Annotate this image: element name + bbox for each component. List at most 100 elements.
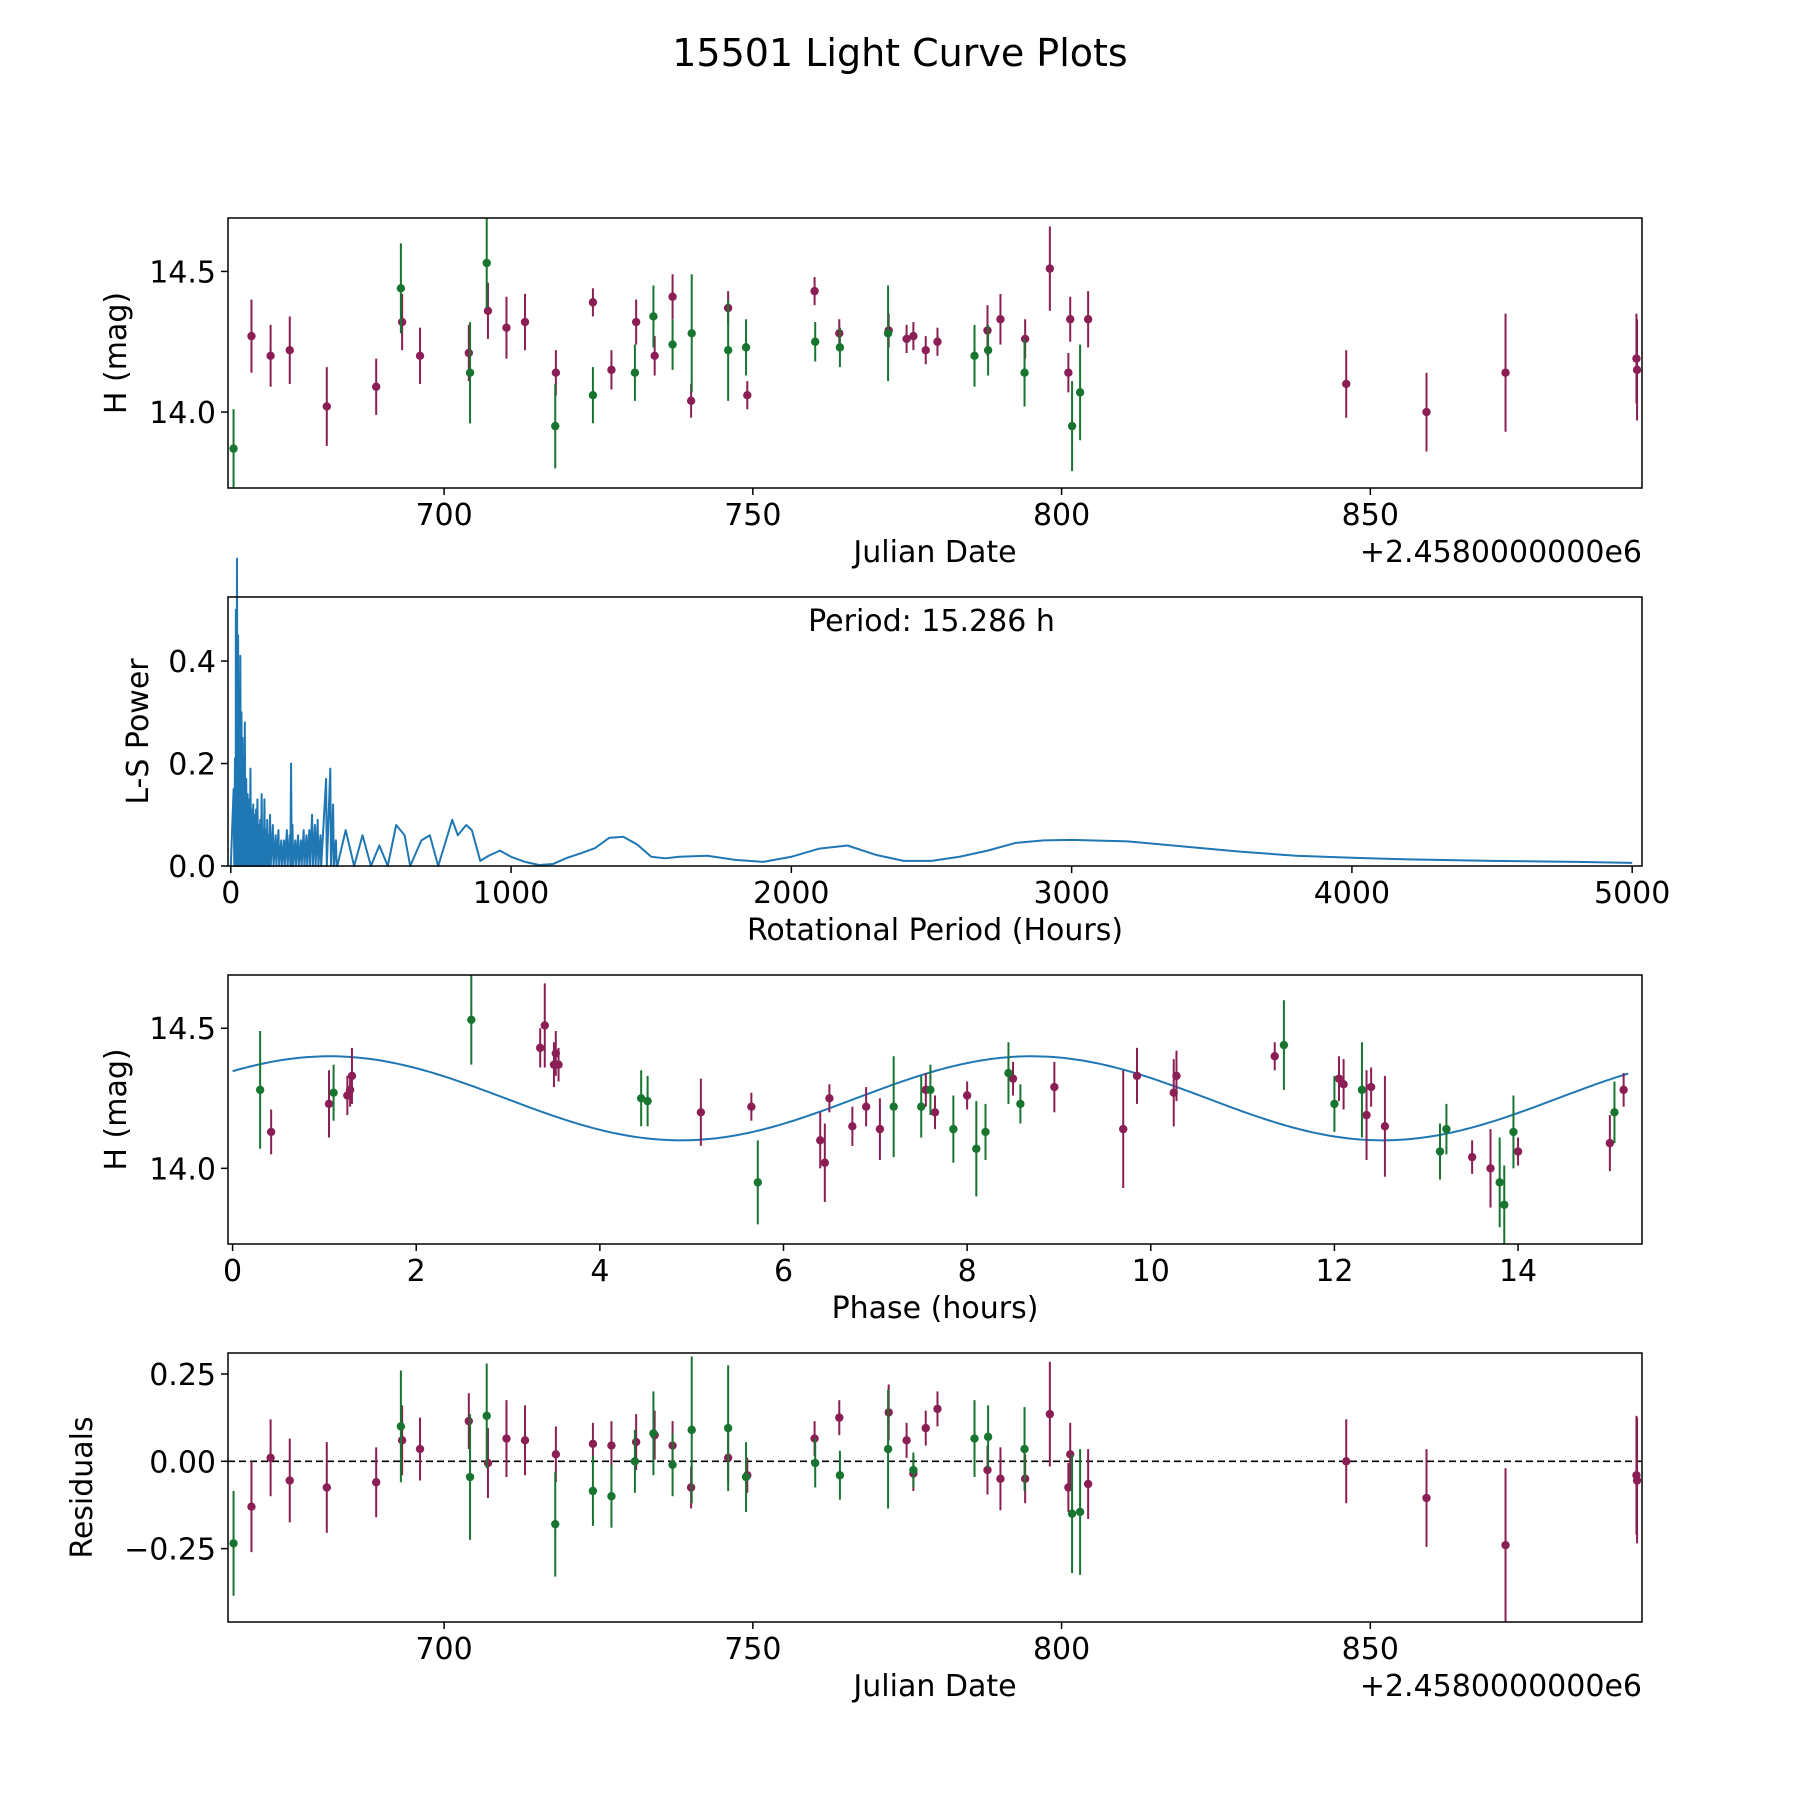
x-offset-text: +2.4580000000e6 [1360, 535, 1642, 570]
period-annotation: Period: 15.286 h [808, 604, 1055, 639]
x-offset-text: +2.4580000000e6 [1360, 1669, 1642, 1704]
purple-data-point [415, 1444, 425, 1454]
x-tick-label: 700 [415, 1632, 472, 1667]
green-data-point [588, 390, 598, 400]
x-tick-label: 8 [958, 1254, 977, 1289]
purple-data-point [1083, 1479, 1093, 1489]
purple-data-point [1380, 1122, 1390, 1131]
green-data-point [1357, 1085, 1367, 1095]
y-tick-label: 14.5 [149, 1012, 216, 1047]
purple-data-point [1342, 379, 1351, 389]
purple-data-point [397, 317, 407, 327]
green-data-point [229, 1539, 238, 1548]
x-tick-label: 3000 [1033, 876, 1109, 911]
purple-data-point [371, 382, 381, 391]
green-data-point [883, 1444, 893, 1454]
purple-data-point [464, 1416, 474, 1426]
resid-axes-frame [227, 1352, 1643, 1623]
purple-data-point [1486, 1164, 1495, 1173]
x-tick-label: 0 [221, 876, 240, 911]
purple-data-point [1066, 315, 1075, 324]
purple-data-point [1132, 1071, 1142, 1081]
green-data-point [465, 368, 475, 377]
green-data-point [649, 312, 658, 321]
figure-title: 15501 Light Curve Plots [672, 31, 1127, 75]
purple-data-point [266, 1127, 276, 1137]
green-data-point [1067, 421, 1077, 431]
green-data-point [588, 1486, 598, 1496]
green-data-point [983, 1432, 993, 1442]
green-data-point [883, 329, 893, 338]
x-tick-label: 12 [1315, 1254, 1353, 1289]
green-data-point [687, 329, 696, 338]
purple-data-point [540, 1021, 549, 1030]
purple-data-point [607, 1441, 616, 1450]
purple-data-point [535, 1043, 545, 1053]
resid-plot-area [228, 1356, 1642, 1622]
green-data-point [972, 1144, 981, 1153]
y-tick-label: 14.0 [149, 396, 216, 431]
purple-data-point [285, 345, 294, 355]
green-data-point [551, 1519, 560, 1529]
purple-data-point [825, 1094, 834, 1103]
purple-data-point [371, 1478, 381, 1487]
purple-data-point [483, 1458, 493, 1468]
x-axis-label: Julian Date [851, 535, 1016, 570]
green-data-point [229, 444, 238, 453]
lc-plot-area [229, 218, 1642, 488]
green-data-point [1610, 1108, 1619, 1117]
x-tick-label: 700 [415, 498, 472, 533]
green-data-point [723, 1423, 733, 1433]
x-tick-label: 4000 [1314, 876, 1390, 911]
y-tick-label: 0.2 [168, 748, 216, 783]
x-tick-label: 1000 [473, 876, 549, 911]
purple-data-point [345, 1085, 355, 1095]
green-data-point [636, 1094, 646, 1103]
purple-data-point [464, 348, 474, 358]
purple-data-point [996, 315, 1005, 324]
x-axis-label: Julian Date [851, 1669, 1016, 1704]
green-data-point [811, 1458, 820, 1468]
x-tick-label: 2 [407, 1254, 426, 1289]
green-data-point [1435, 1147, 1445, 1156]
purple-data-point [1045, 1409, 1055, 1419]
green-data-point [607, 1492, 616, 1501]
y-axis-label: H (mag) [99, 1048, 134, 1170]
purple-data-point [696, 1108, 706, 1117]
purple-data-point [247, 1502, 256, 1511]
green-data-point [687, 1425, 696, 1435]
green-data-point [1067, 1509, 1077, 1518]
y-tick-label: 0.4 [168, 645, 216, 680]
purple-data-point [810, 286, 819, 296]
green-data-point [811, 337, 820, 346]
purple-data-point [554, 1060, 563, 1069]
purple-data-point [1083, 315, 1093, 324]
green-data-point [1279, 1040, 1289, 1050]
purple-data-point [520, 1436, 530, 1445]
purple-data-point [631, 317, 641, 327]
x-axis-label: Rotational Period (Hours) [747, 913, 1123, 948]
green-data-point [1016, 1099, 1025, 1109]
x-tick-label: 14 [1499, 1254, 1537, 1289]
green-data-point [630, 1457, 640, 1466]
purple-data-point [668, 292, 677, 301]
purple-data-point [631, 1437, 641, 1447]
x-tick-label: 850 [1342, 1632, 1399, 1667]
purple-data-point [607, 365, 616, 375]
green-data-point [482, 258, 491, 268]
green-data-point [741, 1472, 751, 1482]
purple-data-point [743, 390, 752, 400]
green-data-point [1509, 1127, 1518, 1137]
x-tick-label: 10 [1132, 1254, 1170, 1289]
purple-data-point [520, 317, 530, 327]
purple-data-point [835, 1413, 844, 1422]
purple-data-point [1050, 1082, 1059, 1092]
purple-data-point [1045, 264, 1055, 273]
purple-data-point [1172, 1071, 1181, 1081]
purple-data-point [1632, 365, 1642, 375]
purple-data-point [247, 331, 256, 341]
purple-data-point [551, 368, 561, 377]
purple-data-point [347, 1071, 357, 1081]
green-data-point [917, 1102, 926, 1111]
purple-data-point [285, 1476, 294, 1485]
